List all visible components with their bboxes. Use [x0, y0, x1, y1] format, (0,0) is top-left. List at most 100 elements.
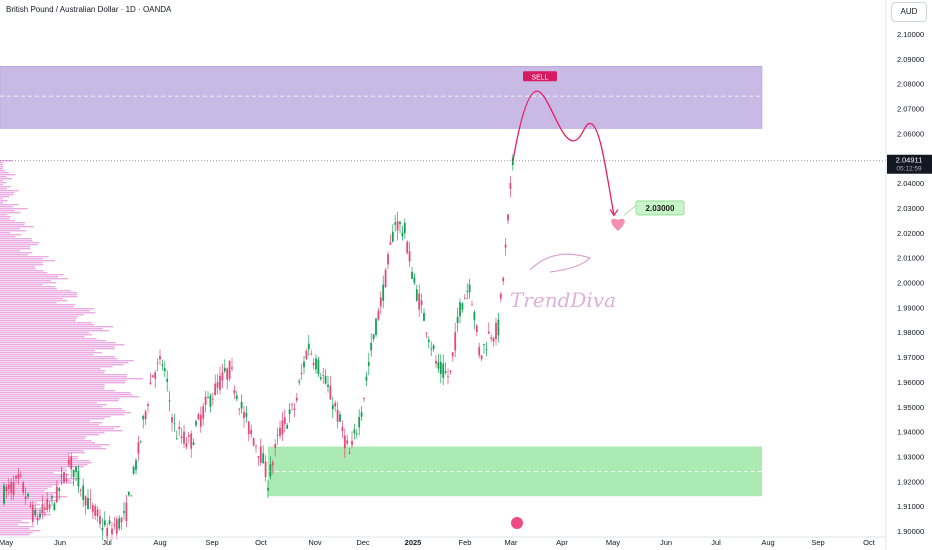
- candle-body: [195, 421, 197, 426]
- volume-bar: [0, 448, 107, 450]
- candle-body: [77, 470, 80, 487]
- candle-body: [24, 496, 27, 500]
- candle-body: [79, 490, 82, 492]
- candle-body: [423, 312, 425, 321]
- price-badge-bg: [887, 154, 932, 174]
- candle-body: [507, 214, 509, 221]
- candle-body: [449, 370, 452, 372]
- candle-body: [211, 398, 214, 400]
- volume-bar: [0, 346, 115, 348]
- candle-body: [447, 376, 449, 377]
- candle-body: [113, 524, 116, 526]
- candle-body: [34, 509, 37, 516]
- candle-body: [51, 496, 53, 498]
- currency-button[interactable]: AUD: [891, 2, 927, 22]
- candle-body: [187, 435, 190, 437]
- volume-bar: [0, 526, 35, 528]
- candle-body: [163, 368, 166, 372]
- candle-body: [39, 513, 41, 518]
- price-tick-label: 1.91000: [897, 502, 924, 511]
- candle-body: [305, 350, 308, 360]
- volume-bar: [0, 334, 93, 336]
- price-axis[interactable]: 1.90000 1.91000 1.92000 1.93000 1.94000 1.950…: [885, 0, 924, 550]
- volume-bar: [0, 500, 58, 502]
- candle-body: [504, 244, 507, 248]
- candle-body: [432, 345, 435, 350]
- candle-body: [343, 435, 346, 449]
- candle-body: [274, 444, 277, 448]
- volume-bar: [0, 438, 85, 440]
- candle-body: [264, 461, 267, 478]
- volume-bar: [0, 164, 3, 166]
- volume-bar: [0, 456, 79, 458]
- candle-body: [219, 375, 221, 390]
- candle-body: [384, 269, 387, 288]
- volume-bar: [0, 244, 38, 246]
- volume-bar: [0, 410, 125, 412]
- candle-body: [365, 376, 368, 381]
- candle-body: [183, 431, 185, 444]
- candle-body: [60, 475, 63, 477]
- volume-bar: [0, 196, 10, 198]
- volume-bar: [0, 270, 44, 272]
- volume-bar: [0, 194, 14, 196]
- volume-bar: [0, 308, 95, 310]
- candle-body: [363, 397, 365, 399]
- candle-body: [329, 386, 332, 400]
- candle-body: [101, 528, 104, 531]
- volume-bar: [0, 534, 30, 536]
- volume-bar: [0, 422, 103, 424]
- volume-bar: [0, 462, 92, 464]
- volume-bar: [0, 256, 49, 258]
- volume-bar: [0, 360, 134, 362]
- volume-bar: [0, 532, 33, 534]
- candle-body: [317, 359, 320, 375]
- candle-body: [293, 408, 296, 411]
- candle-body: [315, 358, 317, 370]
- candle-body: [5, 487, 8, 492]
- volume-bar: [0, 486, 52, 488]
- volume-bar: [0, 294, 77, 296]
- volume-bar: [0, 472, 54, 474]
- candle-body: [192, 442, 195, 445]
- time-tick-label: Feb: [459, 538, 472, 547]
- candle-body: [130, 495, 133, 497]
- price-tick-label: 1.92000: [897, 477, 924, 486]
- time-tick-label: Jun: [54, 538, 66, 547]
- volume-bar: [0, 268, 36, 270]
- volume-bar: [0, 356, 116, 358]
- candle-body: [355, 433, 358, 435]
- candle-body: [118, 518, 121, 529]
- candle-body: [346, 440, 349, 444]
- candle-body: [84, 496, 87, 506]
- candle-body: [87, 497, 89, 510]
- time-tick-label: Sep: [811, 538, 824, 547]
- candle-body: [456, 316, 459, 324]
- volume-bar: [0, 474, 70, 476]
- candle-body: [442, 363, 445, 378]
- volume-bar: [0, 350, 95, 352]
- candle-body: [223, 367, 226, 372]
- volume-bar: [0, 276, 59, 278]
- volume-bar: [0, 242, 40, 244]
- candle-body: [310, 353, 313, 355]
- volume-bar: [0, 184, 3, 186]
- candle-body: [159, 356, 161, 360]
- candle-body: [307, 343, 310, 350]
- volume-bar: [0, 476, 65, 478]
- volume-bar: [0, 506, 31, 508]
- volume-bar: [0, 374, 128, 376]
- candle-body: [425, 332, 428, 334]
- candle-body: [286, 425, 289, 429]
- candle-body: [7, 484, 10, 490]
- candle-body: [120, 517, 123, 523]
- volume-bar: [0, 342, 116, 344]
- candle-body: [327, 384, 329, 387]
- volume-bar: [0, 230, 27, 232]
- time-axis[interactable]: May Jun Jul Aug Sep Oct Nov Dec 2025 Feb Mar Apr May…: [0, 536, 886, 547]
- volume-bar: [0, 260, 56, 262]
- price-tick-label: 1.90000: [897, 527, 924, 536]
- time-tick-label: Mar: [505, 538, 518, 547]
- volume-bar: [0, 258, 44, 260]
